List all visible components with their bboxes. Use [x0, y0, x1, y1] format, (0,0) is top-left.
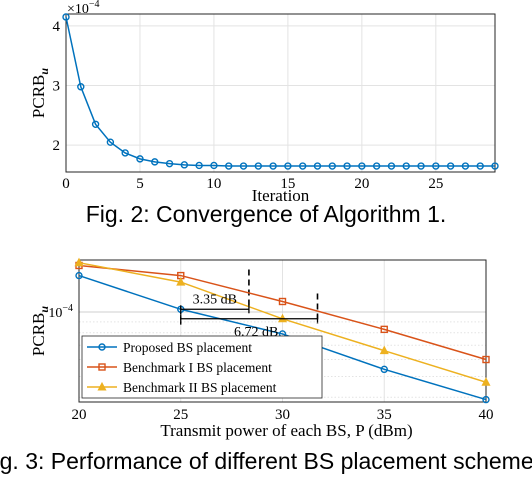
series-point [380, 365, 388, 374]
convergence-point [372, 162, 381, 170]
convergence-point [298, 162, 307, 170]
convergence-point [106, 138, 115, 146]
series-point [75, 271, 83, 280]
convergence-point [446, 162, 455, 170]
convergence-point [195, 161, 203, 170]
convergence-point [387, 162, 396, 170]
legend-label: Benchmark II BS placement [123, 380, 277, 395]
figure2-caption: Fig. 2: Convergence of Algorithm 1. [85, 201, 447, 227]
x-tick-label: 40 [479, 407, 494, 423]
x-tick-label: 30 [275, 407, 290, 423]
x-tick-label: 25 [428, 176, 443, 192]
convergence-point [180, 161, 189, 169]
convergence-point [284, 162, 292, 170]
x-axis-label: Iteration [252, 186, 310, 205]
y-tick-label: 4 [53, 19, 61, 35]
convergence-point [402, 162, 410, 170]
convergence-line [65, 16, 495, 167]
convergence-point [91, 120, 100, 129]
y-tick-label: 10−4 [48, 303, 73, 321]
series-point [481, 377, 491, 386]
x-tick-label: 25 [173, 407, 188, 423]
series-point [176, 277, 186, 286]
plot-frame [78, 259, 487, 403]
convergence-point [77, 83, 85, 91]
convergence-point [62, 13, 70, 21]
convergence-point [313, 162, 322, 170]
series-line [78, 274, 487, 401]
y-tick-label: 3 [53, 79, 61, 95]
legend-marker [97, 381, 107, 391]
series-line [78, 264, 487, 361]
convergence-point [476, 162, 484, 170]
convergence-point [254, 162, 263, 170]
legend-marker [98, 343, 106, 351]
y-tick-label: 2 [53, 138, 61, 154]
convergence-point [165, 159, 174, 168]
y-axis-label: PCRBu [29, 306, 51, 356]
legend-marker [98, 363, 106, 371]
figure3-caption: Fig. 3: Performance of different BS plac… [0, 448, 532, 474]
legend-label: Benchmark I BS placement [123, 360, 272, 375]
convergence-point [136, 155, 144, 163]
convergence-point [121, 149, 129, 157]
bs-placement-chart: 20 25 30 35 40 10−4 Transmit power of each BS,… [29, 257, 494, 440]
x-tick-label: 20 [354, 176, 369, 192]
x-tick-label: 35 [377, 407, 392, 423]
y-axis-label: PCRBu [29, 68, 51, 118]
convergence-point [343, 162, 351, 170]
x-tick-label: 20 [72, 407, 87, 423]
x-tick-label: 10 [206, 176, 221, 192]
x-tick-label: 5 [136, 176, 144, 192]
convergence-point [358, 162, 366, 170]
convergence-point [328, 162, 336, 170]
legend-box [81, 335, 323, 399]
convergence-point [417, 162, 425, 170]
legend-label: Proposed BS placement [123, 340, 252, 355]
convergence-point [269, 162, 277, 170]
series-point [380, 325, 388, 334]
x-tick-label: 15 [280, 176, 295, 192]
x-axis-label: Transmit power of each BS, P (dBm) [160, 421, 412, 440]
convergence-point [461, 162, 470, 170]
gain-label: 3.35 dB [193, 292, 237, 307]
plot-frame [65, 13, 496, 173]
series-point [482, 395, 490, 404]
convergence-point [210, 161, 218, 170]
y-exponent-label: ×10−4 [67, 0, 100, 17]
convergence-chart: 0 5 10 15 20 25 2 3 4 ×10−4 Iteration PCRBu [29, 0, 499, 205]
convergence-point [491, 162, 499, 170]
x-tick-label: 0 [62, 176, 70, 192]
series-point [482, 355, 490, 364]
convergence-point [239, 162, 248, 170]
series-point [74, 257, 84, 267]
convergence-point [432, 162, 440, 170]
convergence-point [225, 162, 233, 170]
series-point [379, 345, 389, 355]
convergence-point [151, 158, 159, 166]
series-point [278, 297, 287, 306]
